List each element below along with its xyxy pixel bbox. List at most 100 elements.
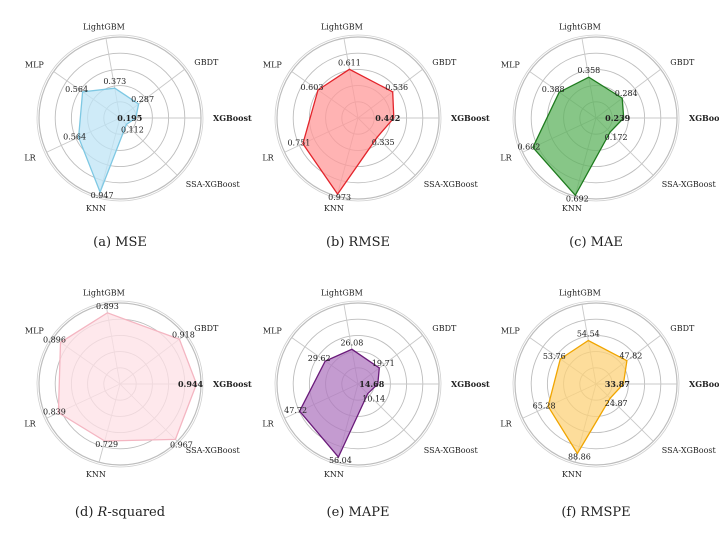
data-polygon (77, 87, 140, 194)
category-label-lr: LR (24, 419, 36, 428)
value-label-lr: 65.28 (533, 401, 556, 410)
category-label-xgboost: XGBoost (689, 113, 719, 123)
category-label-ssa-xgboost: SSA-XGBoost (424, 180, 479, 189)
value-label-xgboost: 0.442 (375, 113, 400, 123)
category-label-gbdt: GBDT (432, 324, 457, 333)
value-label-xgboost: 14.68 (359, 379, 384, 389)
data-polygon (547, 339, 628, 455)
value-label-knn: 0.729 (95, 440, 118, 449)
value-label-gbdt: 0.284 (615, 89, 638, 98)
value-label-xgboost: 0.195 (117, 113, 142, 123)
radar-panel--squared: 0.944 0.918 0.893 0.896 0.839 0.729 0.967 XGBoo… (24, 288, 252, 520)
value-label-ssa-xgboost: 0.967 (170, 440, 193, 449)
category-label-knn: KNN (86, 204, 106, 213)
value-label-mlp: 53.76 (543, 352, 566, 361)
value-label-mlp: 0.564 (65, 85, 88, 94)
value-label-lightgbm: 0.611 (338, 58, 361, 67)
category-label-knn: KNN (86, 470, 106, 479)
radar-panel-rmse: 0.442 0.536 0.611 0.603 0.751 0.973 0.335 XGBoo… (262, 22, 490, 250)
panel-caption: (f) RMSPE (561, 505, 630, 520)
category-label-knn: KNN (562, 204, 582, 213)
data-polygon (532, 76, 625, 197)
value-label-gbdt: 19.71 (372, 359, 395, 368)
category-label-xgboost: XGBoost (213, 379, 252, 389)
category-label-xgboost: XGBoost (213, 113, 252, 123)
radar-panel-mape: 14.68 19.71 26.08 29.62 47.72 56.04 10.14 XGBoo… (262, 288, 490, 520)
value-label-xgboost: 33.87 (605, 379, 630, 389)
category-label-mlp: MLP (501, 61, 521, 70)
value-label-lr: 47.72 (284, 406, 307, 415)
value-label-knn: 0.692 (566, 194, 589, 203)
category-label-xgboost: XGBoost (451, 113, 490, 123)
category-label-ssa-xgboost: SSA-XGBoost (424, 446, 479, 455)
value-label-ssa-xgboost: 24.87 (605, 399, 628, 408)
data-polygon (57, 312, 198, 442)
value-label-xgboost: 0.944 (178, 379, 203, 389)
panel-caption: (e) MAPE (327, 505, 390, 520)
value-label-lr: 0.839 (43, 408, 66, 417)
value-label-gbdt: 47.82 (619, 352, 642, 361)
category-label-lr: LR (24, 153, 36, 162)
category-label-lr: LR (500, 419, 512, 428)
category-label-knn: KNN (324, 204, 344, 213)
value-label-lightgbm: 54.54 (577, 330, 600, 339)
value-label-gbdt: 0.287 (131, 95, 154, 104)
value-label-mlp: 0.388 (542, 85, 565, 94)
category-label-gbdt: GBDT (670, 58, 695, 67)
category-label-ssa-xgboost: SSA-XGBoost (662, 180, 717, 189)
spoke-ssa-xgboost (119, 117, 178, 176)
category-label-gbdt: GBDT (194, 58, 219, 67)
value-label-gbdt: 0.536 (385, 83, 408, 92)
value-label-mlp: 29.62 (308, 354, 331, 363)
value-label-lr: 0.564 (63, 132, 86, 141)
category-label-lightgbm: LightGBM (559, 22, 601, 31)
category-label-mlp: MLP (25, 61, 45, 70)
category-label-gbdt: GBDT (432, 58, 457, 67)
value-label-ssa-xgboost: 0.335 (372, 138, 395, 147)
category-label-lightgbm: LightGBM (321, 22, 363, 31)
value-label-gbdt: 0.918 (172, 330, 195, 339)
category-label-mlp: MLP (263, 327, 283, 336)
panel-caption: (c) MAE (569, 235, 623, 250)
category-label-mlp: MLP (25, 327, 45, 336)
grid-ring-outer (512, 34, 680, 202)
grid-ring-outer (36, 300, 204, 468)
category-label-ssa-xgboost: SSA-XGBoost (186, 180, 241, 189)
category-label-lr: LR (500, 153, 512, 162)
category-label-xgboost: XGBoost (451, 379, 490, 389)
value-label-lightgbm: 0.358 (577, 66, 600, 75)
category-label-lr: LR (262, 419, 274, 428)
grid-ring-outer (512, 300, 680, 468)
radar-panel-rmspe: 33.87 47.82 54.54 53.76 65.28 88.86 24.87 XGBoo… (500, 288, 719, 520)
category-label-lightgbm: LightGBM (321, 288, 363, 297)
value-label-xgboost: 0.239 (605, 113, 630, 123)
category-label-lightgbm: LightGBM (559, 288, 601, 297)
value-label-lightgbm: 0.373 (103, 77, 126, 86)
grid-ring-outer (274, 34, 442, 202)
category-label-ssa-xgboost: SSA-XGBoost (186, 446, 241, 455)
value-label-knn: 0.973 (328, 193, 351, 202)
data-polygon (298, 348, 380, 459)
value-label-lr: 0.602 (517, 142, 540, 151)
value-label-lightgbm: 26.08 (340, 338, 363, 347)
value-label-lightgbm: 0.893 (96, 302, 119, 311)
category-label-ssa-xgboost: SSA-XGBoost (662, 446, 717, 455)
category-label-knn: KNN (324, 470, 344, 479)
radar-panel-mse: 0.195 0.287 0.373 0.564 0.564 0.947 0.112 XGBoo… (24, 22, 252, 250)
category-label-gbdt: GBDT (194, 324, 219, 333)
value-label-knn: 0.947 (91, 191, 114, 200)
category-label-lr: LR (262, 153, 274, 162)
value-label-lr: 0.751 (287, 139, 310, 148)
value-label-ssa-xgboost: 0.112 (121, 125, 144, 134)
value-label-ssa-xgboost: 10.14 (362, 395, 385, 404)
value-label-mlp: 0.896 (43, 335, 66, 344)
category-label-lightgbm: LightGBM (83, 288, 125, 297)
panel-caption: (d) R-squared (75, 505, 165, 520)
panel-caption: (a) MSE (93, 235, 147, 250)
grid-ring-outer (274, 300, 442, 468)
value-label-mlp: 0.603 (301, 83, 324, 92)
grid-ring-outer (36, 34, 204, 202)
category-label-mlp: MLP (263, 61, 283, 70)
category-label-mlp: MLP (501, 327, 521, 336)
